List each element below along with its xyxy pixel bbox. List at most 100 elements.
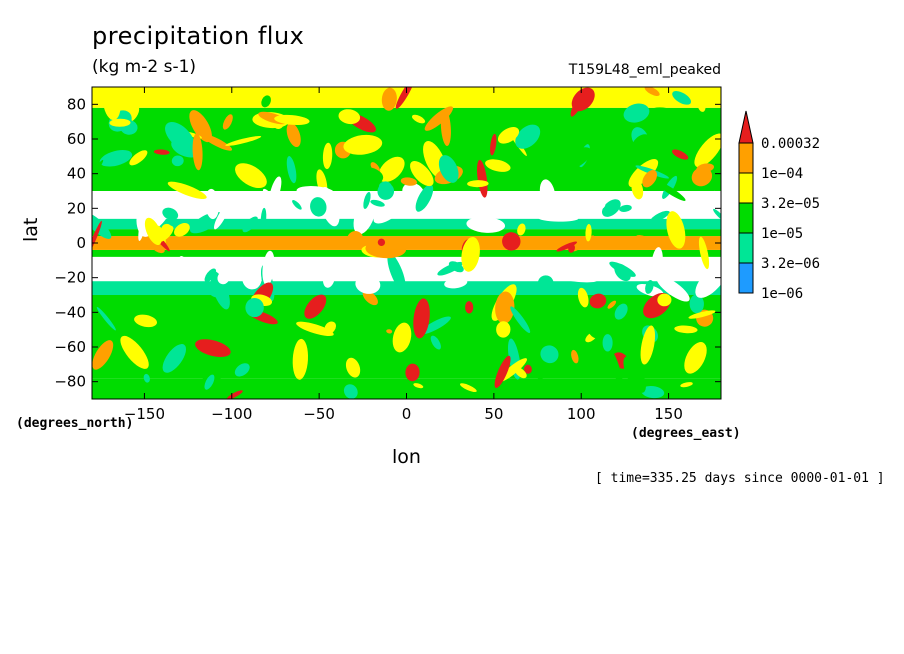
field-patch xyxy=(292,200,302,210)
field-patch xyxy=(345,357,361,378)
field-patch xyxy=(590,199,606,211)
colorbar-max-arrow xyxy=(738,110,754,144)
field-patch xyxy=(539,179,556,209)
field-patch xyxy=(536,375,545,399)
field-patch xyxy=(640,325,656,365)
field-patch xyxy=(99,150,133,167)
field-patch xyxy=(688,310,716,319)
field-patch xyxy=(162,207,179,221)
field-patch xyxy=(165,121,195,151)
field-patch xyxy=(467,180,489,188)
field-patch xyxy=(696,95,706,112)
field-patch xyxy=(292,338,309,380)
y-tick-label: −80 xyxy=(54,373,86,391)
field-patch xyxy=(120,335,149,369)
field-patch xyxy=(601,199,621,217)
field-patch xyxy=(713,208,721,222)
field-patch xyxy=(540,345,559,364)
field-patch xyxy=(526,156,532,175)
field-patch xyxy=(650,210,670,222)
field-patch xyxy=(672,149,689,160)
field-patch xyxy=(92,194,117,206)
field-patch xyxy=(510,306,531,333)
field-patch xyxy=(109,118,131,127)
field-patch xyxy=(269,176,282,207)
field-patch xyxy=(353,196,376,235)
field-patch xyxy=(641,386,665,399)
x-tick-label: −150 xyxy=(124,405,165,423)
band-3 xyxy=(92,281,721,295)
field-patch xyxy=(405,363,420,382)
field-patch xyxy=(561,147,592,170)
field-patch xyxy=(144,217,162,245)
y-tick-label: 80 xyxy=(67,95,86,113)
field-patch xyxy=(585,223,592,242)
field-patch xyxy=(696,163,715,173)
field-patch xyxy=(465,301,474,314)
field-patch xyxy=(623,356,646,393)
field-patch xyxy=(461,236,480,272)
field-patch xyxy=(460,383,477,393)
field-patch xyxy=(497,127,520,144)
y-tick-label: 20 xyxy=(67,199,86,217)
field-patch xyxy=(296,321,334,337)
field-patch xyxy=(162,344,187,373)
colorbar-swatch xyxy=(738,172,754,204)
field-patch xyxy=(377,238,386,247)
chart-title: precipitation flux xyxy=(92,22,305,50)
field-patch xyxy=(280,88,316,107)
field-patch xyxy=(517,223,526,236)
band-8 xyxy=(92,218,721,230)
field-patch xyxy=(210,271,230,310)
field-patch xyxy=(262,250,275,286)
field-patch xyxy=(514,367,527,379)
y-tick-label: −40 xyxy=(54,303,86,321)
field-patch xyxy=(584,265,597,278)
field-patch xyxy=(424,106,454,131)
band-5 xyxy=(92,249,721,257)
x-tick-label: −100 xyxy=(211,405,252,423)
field-patch xyxy=(666,211,686,249)
field-patch xyxy=(151,242,165,254)
field-patch xyxy=(322,268,335,288)
field-patch xyxy=(684,342,707,374)
field-patch xyxy=(476,159,488,198)
field-patch xyxy=(189,110,212,143)
y-axis-label: lat xyxy=(20,217,42,242)
field-patch xyxy=(171,155,184,167)
field-patch xyxy=(444,277,468,289)
field-patch xyxy=(251,363,262,372)
colorbar-label: 0.00032 xyxy=(761,136,820,152)
field-patch xyxy=(430,335,441,350)
field-patch xyxy=(400,177,417,186)
field-patch xyxy=(607,300,617,309)
x-tick-label: 150 xyxy=(654,405,683,423)
field-patch xyxy=(689,294,704,314)
colorbar-label: 3.2e−05 xyxy=(761,196,820,212)
field-patch xyxy=(538,215,579,222)
x-tick-label: 100 xyxy=(567,405,596,423)
colorbar-swatch xyxy=(738,142,754,174)
field-patch xyxy=(192,133,203,171)
field-patch xyxy=(490,133,497,156)
field-patch xyxy=(235,163,267,189)
field-patch xyxy=(392,322,412,353)
field-patch xyxy=(225,135,262,146)
field-patch xyxy=(651,247,663,280)
time-stamp: [ time=335.25 days since 0000-01-01 ] xyxy=(595,471,885,486)
field-patch xyxy=(286,122,301,148)
field-patch xyxy=(310,197,327,217)
field-patch xyxy=(304,294,327,319)
field-patch xyxy=(242,268,262,290)
band-0 xyxy=(92,378,721,399)
field-patch xyxy=(619,204,632,212)
field-patch xyxy=(363,191,371,209)
field-patch xyxy=(698,236,710,270)
band-7 xyxy=(92,229,721,237)
field-patch xyxy=(92,212,112,239)
x-tick-label: 0 xyxy=(402,405,412,423)
field-patch xyxy=(274,114,310,126)
field-patch xyxy=(204,374,215,390)
field-patch xyxy=(515,124,541,149)
